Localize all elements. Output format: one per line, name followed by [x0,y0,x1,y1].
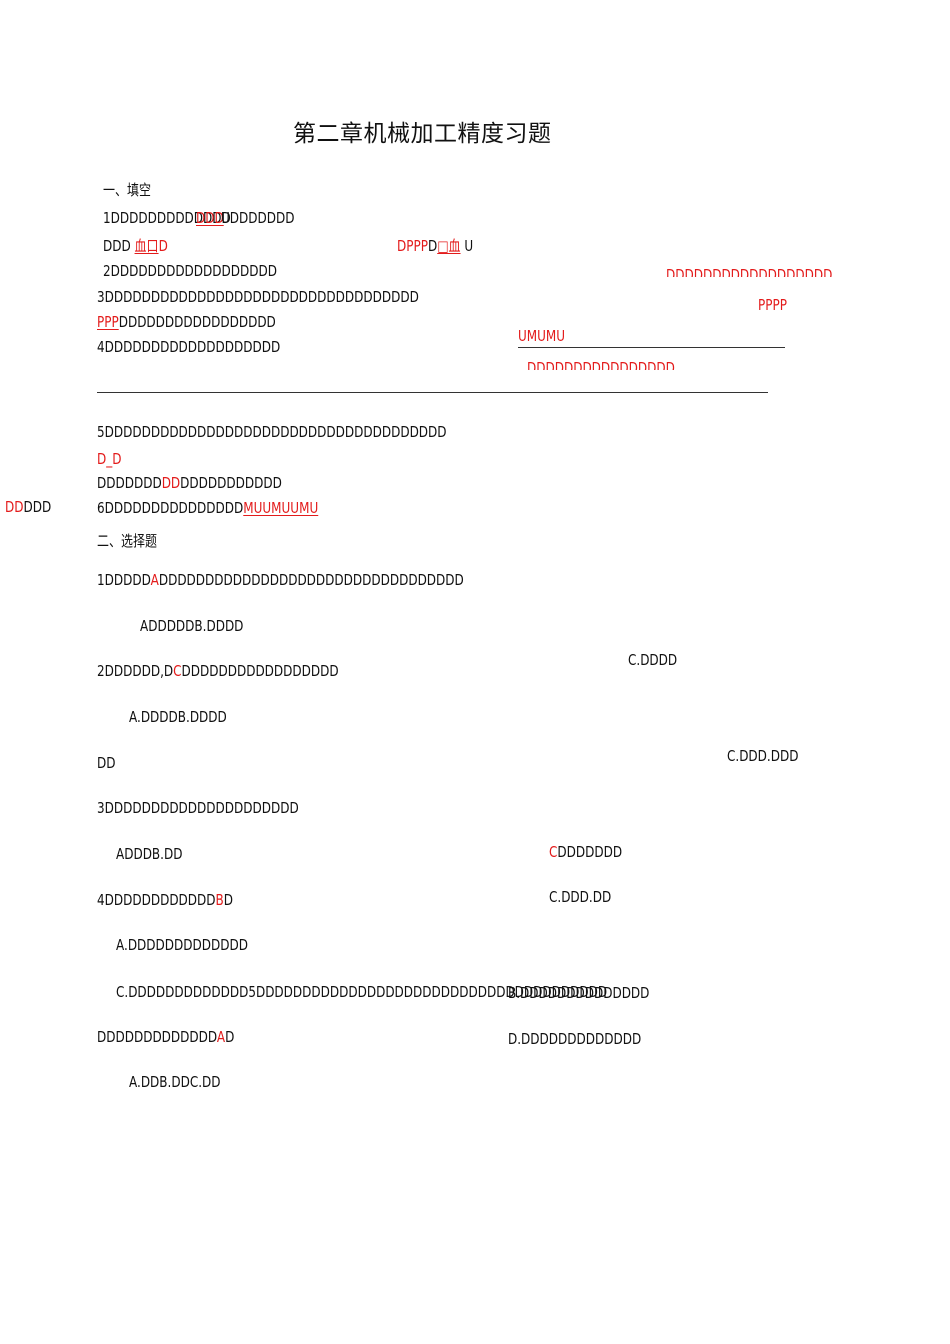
section-heading-fill-in: 一、填空 [103,181,152,199]
cq3-option-c-text: DDDDDDD [557,843,623,861]
cq5-option-d: D.DDDDDDDDDDDDD [508,1030,642,1048]
fill-question-6: 6DDDDDDDDDDDDDDDMUUMUUMU [97,499,318,517]
q5-answer: D_D [97,450,122,468]
q3-answer: PPPP [758,296,787,314]
choice-question-2: 2DDDDDD,DCDDDDDDDDDDDDDDDDD [97,662,339,680]
q1-text: 1DDDDDDDDDDDDD [103,209,231,227]
q3b-text: DDDDDDDDDDDDDDDDD [118,313,276,331]
fill-question-5-cont: DDDDDDDDDDDDDDDDDDDD [97,474,282,492]
fill-question-1-cont-right: DPPPD□血 U [397,237,473,255]
cq2-answer: C [173,662,182,680]
cq1-answer: A [150,571,159,589]
fill-question-5: 5DDDDDDDDDDDDDDDDDDDDDDDDDDDDDDDDDDDDD [97,423,447,441]
fill-question-2: 2DDDDDDDDDDDDDDDDDD [103,262,277,280]
cq2-text: 2DDDDDD,D [97,662,174,680]
q5b-text-end: DDDDDDDDDDD [180,474,282,492]
cq4-option-a: A.DDDDDDDDDDDDD [116,936,248,954]
cq2-text-end: DDDDDDDDDDDDDDDDD [181,662,339,680]
q4-answer-line [518,347,785,348]
cq4-answer: B [215,891,224,909]
cq5-options: A.DDB.DDC.DD [129,1073,221,1091]
q6-text: 6DDDDDDDDDDDDDDD [97,499,244,517]
page-title: 第二章机械加工精度习题 [293,121,552,147]
fill-question-4: 4DDDDDDDDDDDDDDDDDDD [97,338,281,356]
cq2-fragment: DD [97,754,116,772]
margin-note: DDDDD [5,498,51,516]
q1b-text-u: U [464,237,474,255]
fill-question-3-cont: PPPDDDDDDDDDDDDDDDDD [97,313,276,331]
cq4-option-c: C.DDDDDDDDDDDDD5DDDDDDDDDDDDDDDDDDDDDDDD… [116,983,608,1001]
cq3-options: ADDDB.DD [116,845,183,863]
q4-answer-2: DDDDDDDDDDDDDDDD [527,359,675,370]
choice-question-1: 1DDDDDADDDDDDDDDDDDDDDDDDDDDDDDDDDDDDDDD [97,571,464,589]
cq3-option-c: CDDDDDDD [549,843,622,861]
q4-blank-line [97,392,768,393]
cq2-options: A.DDDDB.DDDD [129,708,227,726]
cq2-option-c: C.DDD.DDD [727,747,799,765]
cq1-options: ADDDDDB.DDDD [140,617,244,635]
q1b-text-d: D [427,237,438,255]
q3b-answer: PPP [97,313,119,331]
choice-question-3: 3DDDDDDDDDDDDDDDDDDDDD [97,799,299,817]
q2-answer: DDDDDDDDDDDDDDDDDD [666,266,833,277]
margin-note-red: DD [5,498,24,516]
q4-answer: UMUMU [518,327,566,345]
cq3-answer: C [549,843,558,861]
section-heading-choice: 二、选择题 [97,532,158,550]
q6-answer: MUUMUUMU [243,499,319,517]
q1-answer: DDD [196,209,224,227]
q5b-text: DDDDDDD [97,474,162,492]
cq4-text: 4DDDDDDDDDDDD [97,891,216,909]
cq5-text: DDDDDDDDDDDDD [97,1028,217,1046]
cq5-answer: A [216,1028,226,1046]
q1b-answer-dppp: DPPP [397,237,428,255]
q1b-answer-box: □血 [437,237,461,255]
fill-question-1: 1DDDDDDDDDDDDD [103,209,231,227]
q1b-answer: 血口 [134,237,159,255]
choice-question-4: 4DDDDDDDDDDDDBD [97,891,233,909]
margin-note-text: DDD [23,498,52,516]
cq1-text: 1DDDDD [97,571,151,589]
cq4-option-b: B.DDDDDDDDDDDDDD [508,984,650,1002]
fill-question-3: 3DDDDDDDDDDDDDDDDDDDDDDDDDDDDDDDDDD [97,288,419,306]
cq1-option-c: C.DDDD [628,651,678,669]
q1b-text: DDD [103,237,131,255]
q1-text-end: UDDDDDDD [221,209,295,227]
q5b-answer: DD [161,474,181,492]
choice-question-5: DDDDDDDDDDDDDAD [97,1028,234,1046]
cq1-text-end: DDDDDDDDDDDDDDDDDDDDDDDDDDDDDDDDD [158,571,464,589]
cq5-text-end: D [225,1028,235,1046]
q1b-answer-d: D [158,237,168,255]
cq4-text-end: D [223,891,234,909]
cq4-options-cd: C.DDD.DD [549,888,612,906]
fill-question-1-cont: DDD 血口D [103,237,168,255]
